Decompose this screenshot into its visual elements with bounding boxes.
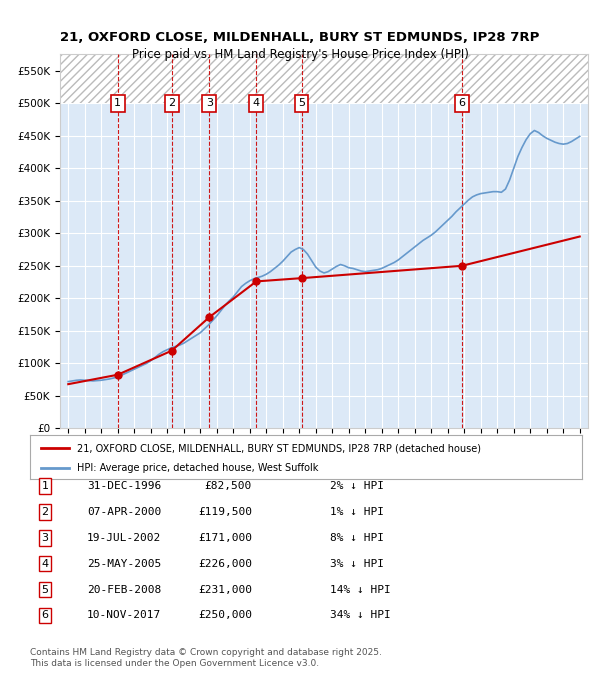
Text: £82,500: £82,500 bbox=[205, 481, 252, 491]
Text: 1: 1 bbox=[41, 481, 49, 491]
Text: 2: 2 bbox=[41, 507, 49, 517]
Text: 10-NOV-2017: 10-NOV-2017 bbox=[87, 611, 161, 620]
Text: 8% ↓ HPI: 8% ↓ HPI bbox=[330, 533, 384, 543]
Text: HPI: Average price, detached house, West Suffolk: HPI: Average price, detached house, West… bbox=[77, 463, 318, 473]
Text: 34% ↓ HPI: 34% ↓ HPI bbox=[330, 611, 391, 620]
Text: £231,000: £231,000 bbox=[198, 585, 252, 594]
Text: Contains HM Land Registry data © Crown copyright and database right 2025.
This d: Contains HM Land Registry data © Crown c… bbox=[30, 648, 382, 668]
Text: 3% ↓ HPI: 3% ↓ HPI bbox=[330, 559, 384, 568]
Text: 2: 2 bbox=[168, 98, 175, 108]
Text: £119,500: £119,500 bbox=[198, 507, 252, 517]
Text: 6: 6 bbox=[41, 611, 49, 620]
Text: £171,000: £171,000 bbox=[198, 533, 252, 543]
Text: 31-DEC-1996: 31-DEC-1996 bbox=[87, 481, 161, 491]
Text: 1: 1 bbox=[114, 98, 121, 108]
Text: 6: 6 bbox=[458, 98, 466, 108]
Text: 4: 4 bbox=[41, 559, 49, 568]
Text: Price paid vs. HM Land Registry's House Price Index (HPI): Price paid vs. HM Land Registry's House … bbox=[131, 48, 469, 61]
Text: 07-APR-2000: 07-APR-2000 bbox=[87, 507, 161, 517]
Text: 19-JUL-2002: 19-JUL-2002 bbox=[87, 533, 161, 543]
Text: £226,000: £226,000 bbox=[198, 559, 252, 568]
Text: £250,000: £250,000 bbox=[198, 611, 252, 620]
Text: 2% ↓ HPI: 2% ↓ HPI bbox=[330, 481, 384, 491]
Text: 3: 3 bbox=[206, 98, 213, 108]
Text: 3: 3 bbox=[41, 533, 49, 543]
Text: 21, OXFORD CLOSE, MILDENHALL, BURY ST EDMUNDS, IP28 7RP (detached house): 21, OXFORD CLOSE, MILDENHALL, BURY ST ED… bbox=[77, 443, 481, 454]
Text: 1% ↓ HPI: 1% ↓ HPI bbox=[330, 507, 384, 517]
Text: 5: 5 bbox=[41, 585, 49, 594]
Text: 5: 5 bbox=[298, 98, 305, 108]
Text: 20-FEB-2008: 20-FEB-2008 bbox=[87, 585, 161, 594]
Text: 25-MAY-2005: 25-MAY-2005 bbox=[87, 559, 161, 568]
Text: 4: 4 bbox=[253, 98, 260, 108]
Text: 21, OXFORD CLOSE, MILDENHALL, BURY ST EDMUNDS, IP28 7RP: 21, OXFORD CLOSE, MILDENHALL, BURY ST ED… bbox=[61, 31, 539, 44]
Text: 14% ↓ HPI: 14% ↓ HPI bbox=[330, 585, 391, 594]
